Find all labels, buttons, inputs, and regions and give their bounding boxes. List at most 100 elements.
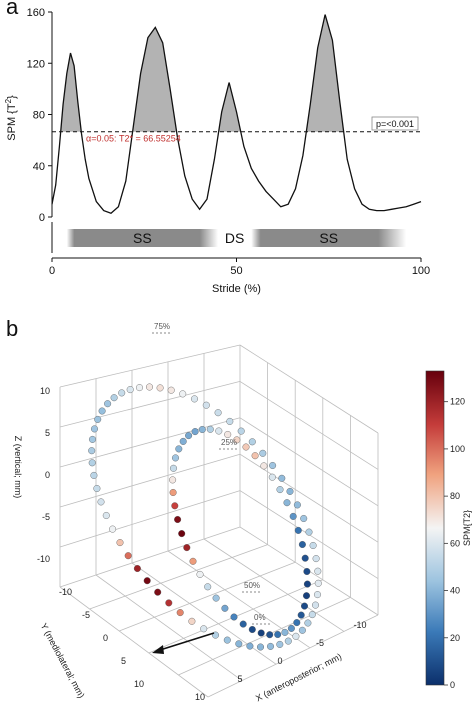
trajectory-point [312,555,320,563]
colorbar-tick-label: 40 [450,586,460,596]
trajectory-point [257,643,265,651]
trajectory-point [266,631,274,639]
x-axis-label: X (anteroposterior; mm) [254,651,343,703]
colorbar-gradient [425,370,445,686]
trajectory-point [167,386,175,394]
y-tick-label: -5 [82,610,90,620]
colorbar-label: SPM{T2} [462,510,472,546]
y-tick-label: 0 [103,633,108,643]
ylabel-sup: 2 [4,98,13,103]
trajectory-point [281,628,289,636]
trajectory-point [185,432,193,440]
trajectory-point [124,552,132,560]
trajectory-point [223,636,231,644]
trajectory-point [110,394,118,402]
trajectory-point [293,501,301,509]
x-axis: 0 50 100 [49,257,430,277]
trajectory-point [297,611,305,619]
colorbar-tick-label: 80 [450,491,460,501]
trajectory-point [300,514,308,522]
trajectory-point [179,390,187,398]
grid-line [59,417,241,468]
3d-grid [59,344,379,698]
trajectory-point [196,570,204,578]
trajectory-point [251,452,259,460]
trajectory-point [286,487,294,495]
trajectory-point [143,577,151,585]
trajectory-point [276,486,284,494]
trajectory-point [183,544,191,552]
y-tick-label: 0 [39,212,45,224]
trajectory-point [176,609,184,617]
phase-segment-single-support [66,229,219,247]
grid-edge [239,344,379,434]
grid-line [203,538,345,632]
trajectory-point [257,629,265,637]
colorbar: 0 20 40 60 80 100 120 SPM{T2} [425,370,472,690]
grid-edge [59,586,209,698]
x-tick-label: -5 [316,638,324,648]
trajectory-point [169,476,177,484]
z-tick-label: 0 [45,470,50,480]
trajectory-point [156,384,164,392]
grid-edge [207,614,379,698]
trajectory-point [298,626,306,634]
trajectory-point [174,515,182,523]
trajectory-point [268,473,276,481]
z-tick-label: -10 [37,554,50,564]
trajectory-point [145,383,153,391]
trajectory-point [303,592,311,600]
x-tick-label: 0 [277,656,282,666]
trajectory-point [135,384,143,392]
trajectory-point [303,580,311,588]
trajectory-point [303,567,311,575]
trajectory-point [212,594,220,602]
trajectory-point [169,488,177,496]
x-tick-label: 5 [237,674,242,684]
trajectory-point [214,409,222,417]
p-value-label: p=<0.001 [376,119,414,129]
trajectory-point [278,474,286,482]
trajectory-point [269,461,277,469]
trajectory-point [276,640,284,648]
trajectory-point [118,389,126,397]
trajectory-point [104,400,112,408]
trajectory-point [204,583,212,591]
trajectory-point [242,443,250,451]
spm-line-chart: α=0.05: T2* = 66.55254 p=<0.001 0 40 80 120… [4,7,431,295]
trajectory-point [274,631,282,639]
grid-line [59,381,241,428]
cluster-fill [60,53,82,132]
ylabel-main: SPM {T [6,103,18,141]
trajectory-point [312,601,320,609]
grid-line [95,574,243,681]
trajectory-point [179,437,187,445]
y-tick-label: 40 [33,161,45,173]
trajectory-point [198,425,206,433]
percent-annotations: 75% 25% 50% 0% [152,322,272,625]
percent-label: 25% [221,438,237,447]
threshold-label: α=0.05: T2* = 66.55254 [86,134,181,144]
trajectory-point [267,642,275,650]
grid-line [167,550,311,649]
trajectory-point [221,604,229,612]
trajectory-point [202,401,210,409]
colorbar-tick-label: 100 [450,444,465,454]
grid-line [119,561,296,632]
trajectory-point [237,427,245,435]
x-tick-label: 0 [49,265,55,277]
trajectory-point [304,619,312,627]
trajectory-point [175,445,183,453]
z-axis-label: Z (vertical; mm) [13,436,23,499]
trajectory-point [246,642,254,650]
trajectory-point [292,632,300,640]
grid-line [59,453,241,508]
trajectory-point [239,620,247,628]
phase-label: DS [225,230,244,246]
trajectory-point [248,626,256,634]
z-tick-label: 5 [45,428,50,438]
direction-arrow [152,632,215,654]
x-axis-label: Stride (%) [212,283,261,295]
y-tick-label: 160 [27,7,45,19]
trajectory-point [226,417,234,425]
